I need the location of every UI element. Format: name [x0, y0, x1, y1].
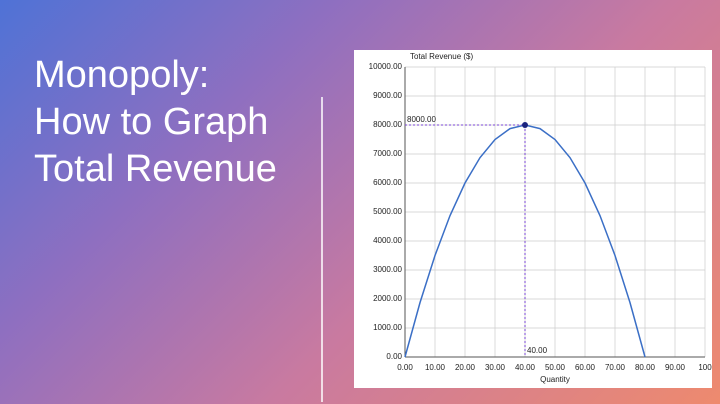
x-tick-label: 70.00: [605, 363, 626, 372]
y-tick-label: 7000.00: [373, 149, 402, 158]
y-tick-label: 6000.00: [373, 178, 402, 187]
x-tick-label: 50.00: [545, 363, 566, 372]
y-tick-label: 9000.00: [373, 91, 402, 100]
y-axis-title: Total Revenue ($): [410, 52, 473, 61]
y-tick-label: 0.00: [386, 352, 402, 361]
title-line: Total Revenue: [34, 148, 277, 190]
y-tick-label: 2000.00: [373, 294, 402, 303]
point: [522, 122, 528, 128]
x-tick-label: 30.00: [485, 363, 506, 372]
x-tick-label: 20.00: [455, 363, 476, 372]
title-line: Monopoly:: [34, 54, 210, 96]
x-tick-label: 100: [698, 363, 712, 372]
x-tick-label: 0.00: [397, 363, 413, 372]
x-tick-label: 60.00: [575, 363, 596, 372]
x-axis-title: Quantity: [540, 375, 570, 384]
y-tick-label: 10000.00: [369, 62, 403, 71]
annotation-label: 40.00: [527, 346, 548, 355]
y-tick-label: 8000.00: [373, 120, 402, 129]
chart-panel: [354, 50, 712, 388]
y-tick-label: 4000.00: [373, 236, 402, 245]
x-tick-label: 80.00: [635, 363, 656, 372]
annotation-label: 8000.00: [407, 115, 436, 124]
x-tick-label: 90.00: [665, 363, 686, 372]
x-tick-label: 40.00: [515, 363, 536, 372]
x-tick-label: 10.00: [425, 363, 446, 372]
y-tick-label: 5000.00: [373, 207, 402, 216]
title-line: How to Graph: [34, 101, 269, 143]
y-tick-label: 1000.00: [373, 323, 402, 332]
y-tick-label: 3000.00: [373, 265, 402, 274]
